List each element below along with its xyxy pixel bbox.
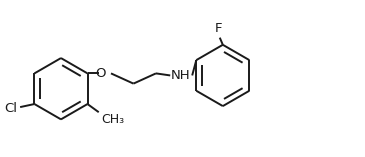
Text: NH: NH	[171, 69, 191, 82]
Text: O: O	[96, 67, 106, 80]
Text: Cl: Cl	[4, 102, 17, 115]
Text: CH₃: CH₃	[101, 113, 124, 126]
Text: F: F	[215, 22, 223, 35]
